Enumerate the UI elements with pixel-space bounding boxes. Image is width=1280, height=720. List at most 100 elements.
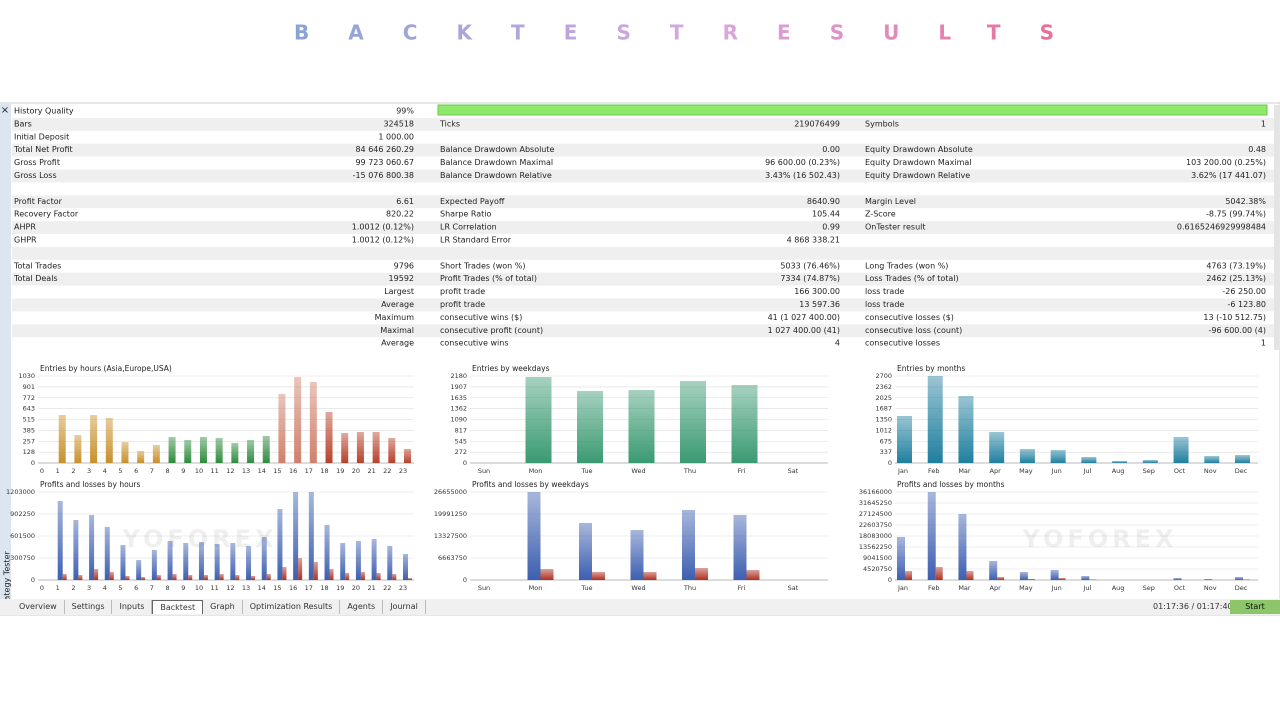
bar (266, 574, 271, 580)
stat-value: 84 646 260.29 (355, 145, 414, 154)
x-tick-label: 2 (71, 467, 75, 475)
y-tick-label: 300750 (10, 554, 35, 562)
stat-label: Long Trades (won %) (865, 261, 948, 270)
x-tick-label: Jun (1051, 584, 1062, 592)
stat-value: 166 300.00 (794, 287, 840, 296)
bar (125, 575, 130, 580)
y-tick-label: 1030 (18, 372, 35, 380)
x-tick-label: 7 (150, 584, 154, 592)
stat-label: Profit Trades (% of total) (440, 274, 537, 283)
x-tick-label: Mon (529, 584, 543, 592)
bar (215, 437, 223, 463)
tab[interactable]: Agents (340, 600, 384, 614)
bar (235, 575, 240, 580)
x-tick-label: Sep (1143, 584, 1155, 592)
stat-label: AHPR (14, 223, 36, 232)
chart-title: Entries by months (897, 364, 965, 373)
bar (277, 508, 283, 580)
stat-label: loss trade (865, 287, 904, 296)
y-tick-label: 0 (888, 459, 892, 467)
tab[interactable]: Inputs (112, 600, 153, 614)
x-tick-label: Thu (683, 584, 696, 592)
bar (540, 568, 554, 580)
bar (345, 572, 350, 580)
stat-label: History Quality (14, 107, 74, 116)
row-shade (12, 298, 1274, 312)
tab[interactable]: Journal (383, 600, 426, 614)
x-tick-label: Oct (1174, 584, 1186, 592)
chart-title: Profits and losses by hours (40, 480, 141, 489)
y-tick-label: 902250 (10, 510, 35, 518)
bar (1142, 460, 1158, 463)
row-shade (12, 324, 1274, 338)
timer: 01:17:36 / 01:17:40 (1153, 602, 1233, 611)
stat-label: GHPR (14, 236, 37, 245)
bar (1204, 456, 1220, 463)
bar (1019, 571, 1028, 580)
bar (1050, 450, 1066, 463)
bar (746, 569, 760, 580)
bar (230, 542, 236, 580)
x-tick-label: May (1019, 467, 1033, 475)
stat-value: Maximum (375, 313, 415, 322)
bar (90, 415, 98, 463)
bar (73, 520, 79, 580)
x-tick-label: 20 (352, 467, 360, 475)
tab-bar (0, 599, 1280, 615)
close-button[interactable]: × (1, 105, 9, 116)
start-button[interactable]: Start (1230, 600, 1280, 614)
stat-value: 5033 (76.46%) (780, 261, 840, 270)
stat-label: profit trade (440, 287, 485, 296)
x-tick-label: 23 (399, 584, 407, 592)
bar (57, 500, 63, 580)
y-tick-label: 257 (23, 437, 35, 445)
y-tick-label: 13562250 (859, 543, 892, 551)
bar (1112, 461, 1128, 463)
y-tick-label: 9041500 (863, 554, 892, 562)
x-tick-label: Dec (1235, 467, 1248, 475)
stat-value: 0.99 (822, 223, 840, 232)
x-tick-label: 15 (273, 467, 281, 475)
stat-value: 0.48 (1248, 145, 1266, 154)
x-tick-label: 16 (289, 584, 297, 592)
stat-label: consecutive wins (440, 339, 508, 348)
bar (172, 574, 177, 580)
y-tick-label: 2362 (875, 383, 892, 391)
chart-title: Profits and losses by weekdays (472, 480, 589, 489)
bar (183, 542, 189, 580)
x-tick-label: 0 (40, 467, 44, 475)
x-tick-label: Oct (1174, 467, 1186, 475)
tab[interactable]: Backtest (152, 600, 204, 614)
x-tick-label: 10 (195, 584, 203, 592)
page-title: BACKTESTRESULTS (294, 21, 1054, 45)
x-tick-label: Aug (1112, 584, 1125, 592)
stat-value: 7334 (74.87%) (780, 274, 840, 283)
bar (525, 376, 552, 463)
tab[interactable]: Optimization Results (243, 600, 341, 614)
stat-value: 96 600.00 (0.23%) (765, 158, 840, 167)
x-tick-label: 18 (320, 467, 328, 475)
bar (682, 509, 695, 580)
tab[interactable]: Settings (65, 600, 113, 614)
y-tick-label: 0 (31, 459, 35, 467)
tab[interactable]: Graph (203, 600, 243, 614)
stat-label: Recovery Factor (14, 210, 79, 219)
bar (1058, 577, 1066, 580)
stat-label: Gross Loss (14, 171, 57, 180)
x-tick-label: 15 (273, 584, 281, 592)
stat-label: Equity Drawdown Absolute (865, 145, 973, 154)
stat-value: 9796 (394, 261, 414, 270)
x-tick-label: May (1019, 584, 1033, 592)
y-tick-label: 1090 (450, 416, 467, 424)
tab[interactable]: Overview (12, 600, 65, 614)
bar (958, 396, 974, 463)
bar (680, 380, 706, 463)
bar (184, 440, 192, 463)
stat-value: 0.00 (822, 145, 840, 154)
stat-value: Largest (384, 287, 414, 296)
y-tick-label: 1012 (875, 426, 892, 434)
stats-table: History Quality 99% Bars 324518 Ticks 2190764… (12, 107, 1274, 348)
bar (251, 575, 256, 580)
x-tick-label: 14 (258, 584, 266, 592)
y-tick-label: 601500 (10, 532, 35, 540)
